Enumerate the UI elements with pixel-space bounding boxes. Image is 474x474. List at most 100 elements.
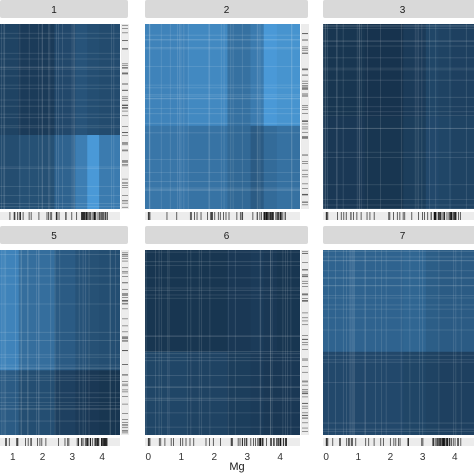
x-tick-label: 4 (452, 452, 458, 463)
heat-tile (438, 250, 453, 353)
facet-strip-5 (0, 226, 128, 244)
heat-tile (75, 250, 88, 371)
heat-tile (425, 351, 440, 435)
heat-tile (250, 351, 265, 435)
heat-tile (451, 250, 474, 353)
heat-tile (323, 250, 366, 353)
rug-background (323, 212, 474, 220)
y-rug-2 (301, 24, 309, 209)
heat-tile (145, 125, 189, 209)
facet-panel-7: 7 0 1 2 3 4 (323, 226, 474, 463)
heat-tile (263, 250, 278, 353)
heat-tile (187, 250, 228, 353)
facet-strip-1 (0, 0, 128, 18)
heat-tile (145, 24, 189, 127)
x-tick-label: 2 (211, 452, 217, 463)
x-tick-label: 3 (420, 452, 426, 463)
x-tick-label: 1 (10, 452, 16, 463)
rug-background (0, 438, 120, 446)
heat-tile (403, 351, 427, 435)
heat-tile (187, 125, 228, 209)
x-tick-label: 2 (40, 452, 46, 463)
facet-panel-1: 1 (0, 0, 129, 220)
facet-panel-6: 6 0 1 2 3 4 (145, 226, 309, 463)
heat-tile (438, 351, 453, 435)
heat-tile (75, 24, 88, 136)
heat-tile (0, 370, 20, 435)
x-tick-label: 1 (356, 452, 362, 463)
heat-tiles-3 (323, 24, 474, 209)
heat-tile (0, 24, 20, 136)
heat-tile (403, 24, 427, 117)
heat-tile (263, 24, 278, 127)
x-tick-label: 1 (178, 452, 184, 463)
heat-tile (364, 116, 404, 209)
x-rug-3 (323, 212, 474, 220)
heat-tiles-2 (145, 24, 300, 209)
heat-tile (403, 116, 427, 209)
heat-tile (276, 351, 300, 435)
heat-tile (145, 351, 189, 435)
grid-lines-2 (145, 24, 300, 209)
facet-strip-label-7: 7 (400, 231, 406, 242)
heat-tile (75, 135, 88, 209)
facet-strip-label-6: 6 (224, 231, 230, 242)
heat-tile (99, 24, 120, 136)
heat-tile (250, 250, 265, 353)
heat-tile (263, 125, 278, 209)
heat-tile (364, 24, 404, 117)
heat-tile (87, 370, 100, 435)
heat-tile (323, 116, 366, 209)
x-tick-label: 2 (388, 452, 394, 463)
heat-tile (54, 250, 76, 371)
y-rug-1 (121, 24, 129, 209)
heat-tile (54, 24, 76, 136)
grid-lines-1 (0, 24, 120, 209)
grid-lines-5 (0, 250, 120, 435)
heat-tile (87, 24, 100, 136)
x-tick-label: 4 (277, 452, 283, 463)
heat-tile (250, 125, 265, 209)
y-rug-6 (301, 250, 309, 435)
heat-tile (425, 250, 440, 353)
x-tick-label: 0 (146, 452, 152, 463)
heat-tile (75, 370, 88, 435)
heat-tile (438, 24, 453, 117)
rug-background (145, 212, 300, 220)
rug-background (145, 438, 300, 446)
heat-tile (54, 370, 76, 435)
facet-panel-3: 3 (323, 0, 474, 220)
x-axis-title: Mg (229, 461, 244, 473)
heat-tile (438, 116, 453, 209)
heat-tile (0, 135, 20, 209)
heat-tile (323, 24, 366, 117)
facet-strip-label-3: 3 (400, 5, 406, 16)
heat-tile (145, 250, 189, 353)
rug-background (121, 24, 129, 209)
heat-tile (227, 24, 252, 127)
heat-tiles-1 (0, 24, 120, 209)
heat-tile (187, 351, 228, 435)
y-rug-5 (121, 250, 129, 435)
x-rug-5 (0, 438, 120, 446)
heat-tile (364, 351, 404, 435)
facet-strip-label-5: 5 (51, 231, 57, 242)
heat-tiles-5 (0, 250, 120, 435)
x-tick-label: 4 (99, 452, 105, 463)
x-tick-label: 3 (244, 452, 250, 463)
heat-tile (54, 135, 76, 209)
heat-tile (403, 250, 427, 353)
facet-strip-6 (145, 226, 308, 244)
heat-tile (99, 370, 120, 435)
heat-tile (425, 24, 440, 117)
heat-tile (263, 351, 278, 435)
heat-tile (227, 250, 252, 353)
heat-tile (323, 351, 366, 435)
facet-strip-3 (323, 0, 474, 18)
facet-strip-7 (323, 226, 474, 244)
heat-tile (451, 351, 474, 435)
heat-tile (18, 370, 55, 435)
heat-tile (18, 250, 55, 371)
